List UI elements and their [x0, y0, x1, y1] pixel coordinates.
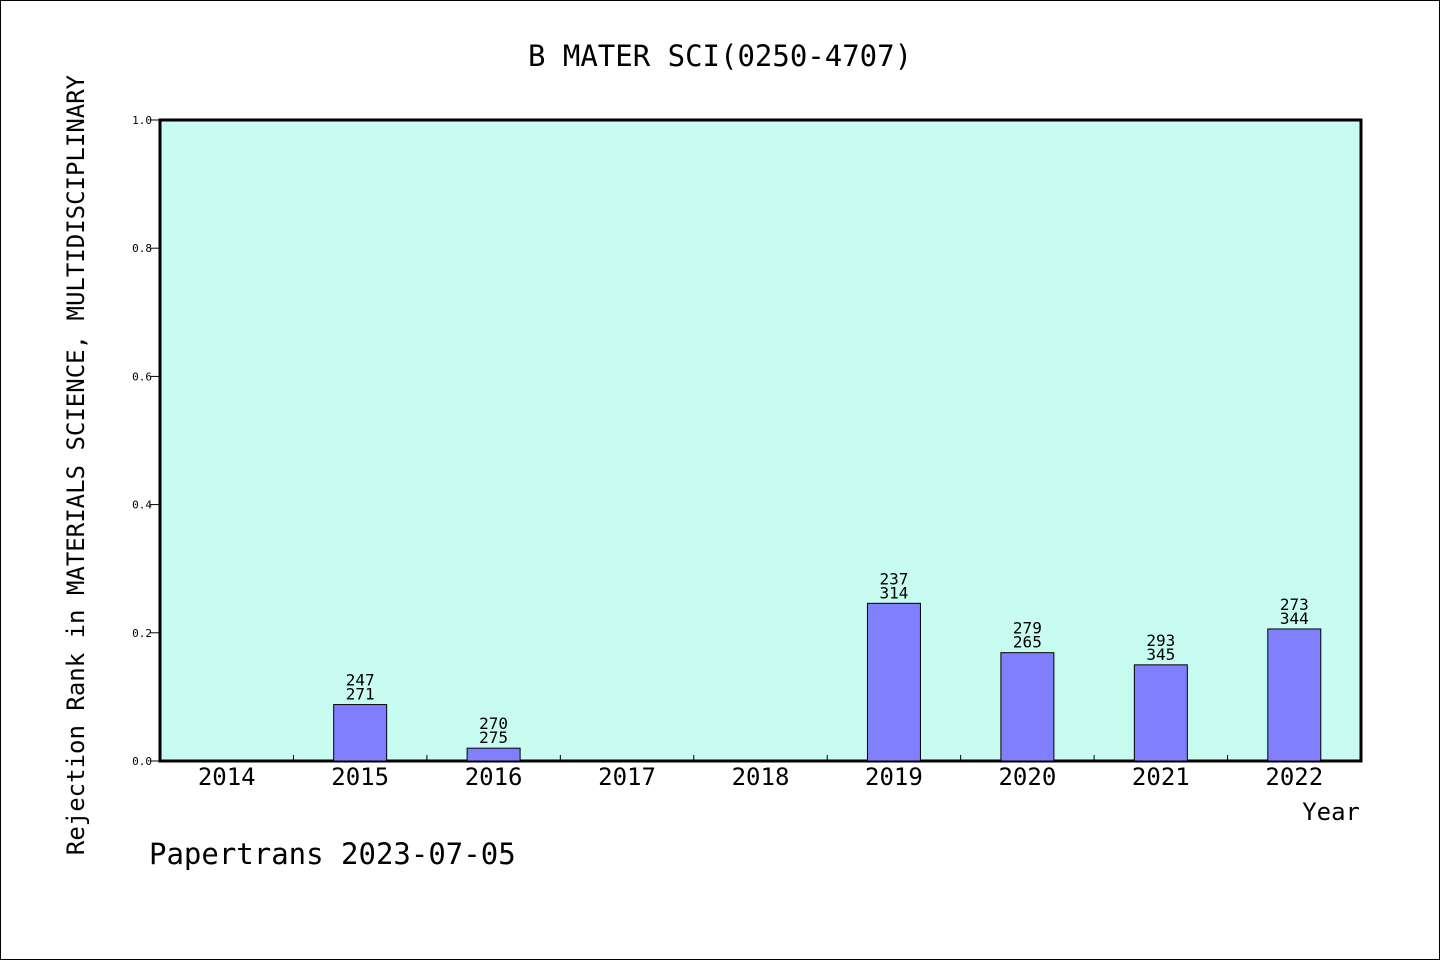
- x-tick-label: 2015: [331, 763, 389, 791]
- x-tick-label: 2014: [198, 763, 256, 791]
- y-axis-label: Rejection Rank in MATERIALS SCIENCE, MUL…: [62, 74, 90, 855]
- y-tick-label: 0.4: [132, 499, 152, 512]
- y-tick-label: 0.8: [132, 242, 152, 255]
- chart-title: B MATER SCI(0250-4707): [528, 39, 912, 73]
- x-tick-label: 2021: [1132, 763, 1190, 791]
- data-label: 345: [1146, 645, 1175, 664]
- bar: [866, 602, 921, 762]
- data-label: 293: [1146, 631, 1175, 650]
- plot-area: [158, 118, 1363, 763]
- y-tick-label: 0.0: [132, 755, 152, 768]
- bar: [1267, 628, 1322, 762]
- bar: [466, 747, 521, 762]
- data-label: 270: [479, 714, 508, 733]
- bar: [1000, 652, 1055, 762]
- y-axis: 0.0 0.2 0.4 0.6 0.8 1.0: [132, 114, 160, 768]
- data-label: 279: [1013, 619, 1042, 638]
- bar: [333, 704, 388, 762]
- x-tick-label: 2017: [598, 763, 656, 791]
- data-label: 265: [1013, 633, 1042, 652]
- x-tick-label: 2016: [465, 763, 523, 791]
- bar: [1133, 664, 1188, 762]
- data-label: 275: [479, 728, 508, 747]
- data-label: 344: [1280, 609, 1309, 628]
- x-axis: 2014 2015 2016 2017 2018 2019 2020 2021 2022: [198, 755, 1323, 791]
- y-tick-label: 0.6: [132, 370, 152, 383]
- data-label: 237: [879, 569, 908, 588]
- x-tick-label: 2020: [998, 763, 1056, 791]
- bar-series: [333, 602, 1322, 762]
- footer-source-date: Papertrans 2023-07-05: [149, 837, 516, 871]
- data-label: 271: [346, 685, 375, 704]
- x-tick-label: 2019: [865, 763, 923, 791]
- y-tick-label: 1.0: [132, 114, 152, 127]
- data-label: 247: [346, 671, 375, 690]
- x-tick-label: 2018: [732, 763, 790, 791]
- x-axis-label: Year: [1302, 798, 1360, 826]
- data-label: 273: [1280, 595, 1309, 614]
- x-tick-label: 2022: [1265, 763, 1323, 791]
- y-tick-label: 0.2: [132, 627, 152, 640]
- data-label: 314: [879, 583, 908, 602]
